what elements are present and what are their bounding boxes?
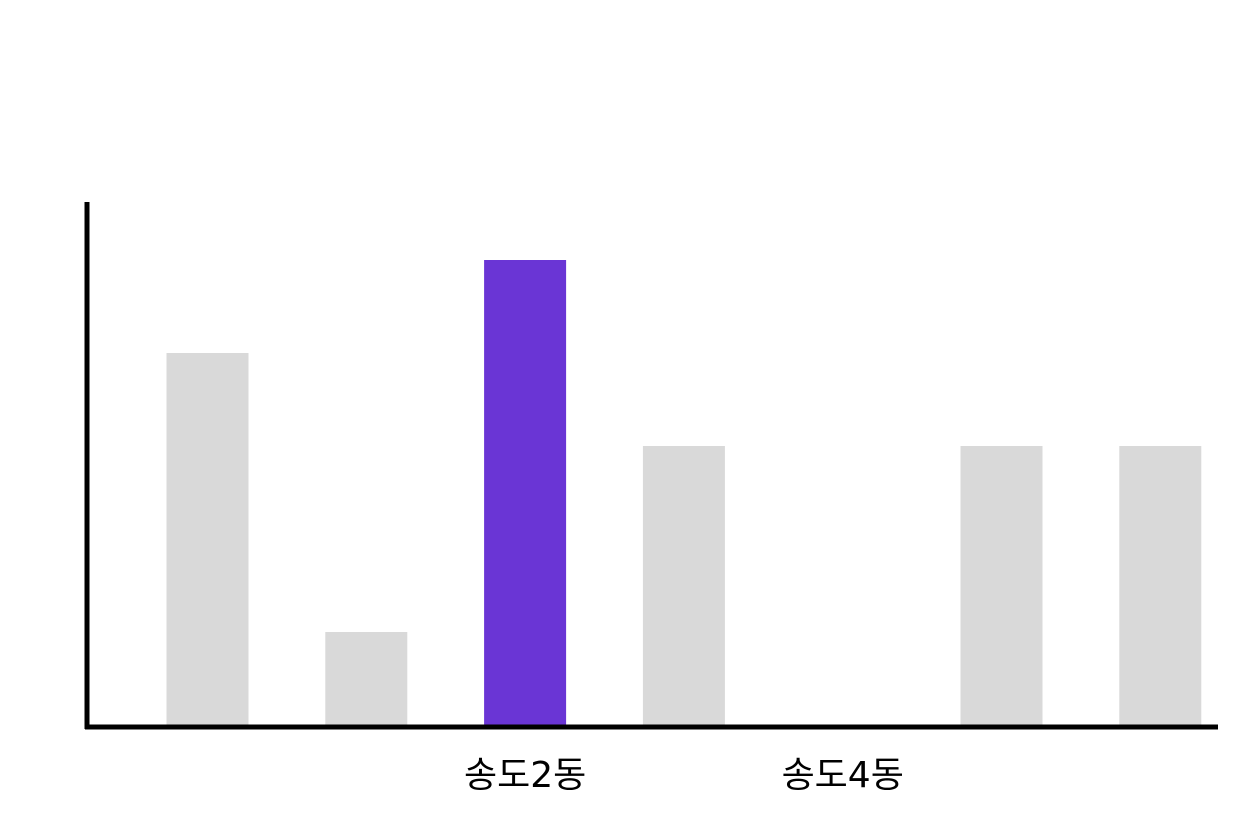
x-tick-label-4: 송도4동 [782,755,904,796]
bar-0 [167,353,249,725]
x-tick-label-2: 송도2동 [464,755,586,796]
bar-1 [325,632,407,725]
bar-2 [484,260,566,725]
bar-3 [643,446,725,725]
bars-group [167,260,1202,725]
x-tick-labels: 송도2동 송도4동 [464,755,904,796]
bar-6 [1119,446,1201,725]
bar-5 [961,446,1043,725]
